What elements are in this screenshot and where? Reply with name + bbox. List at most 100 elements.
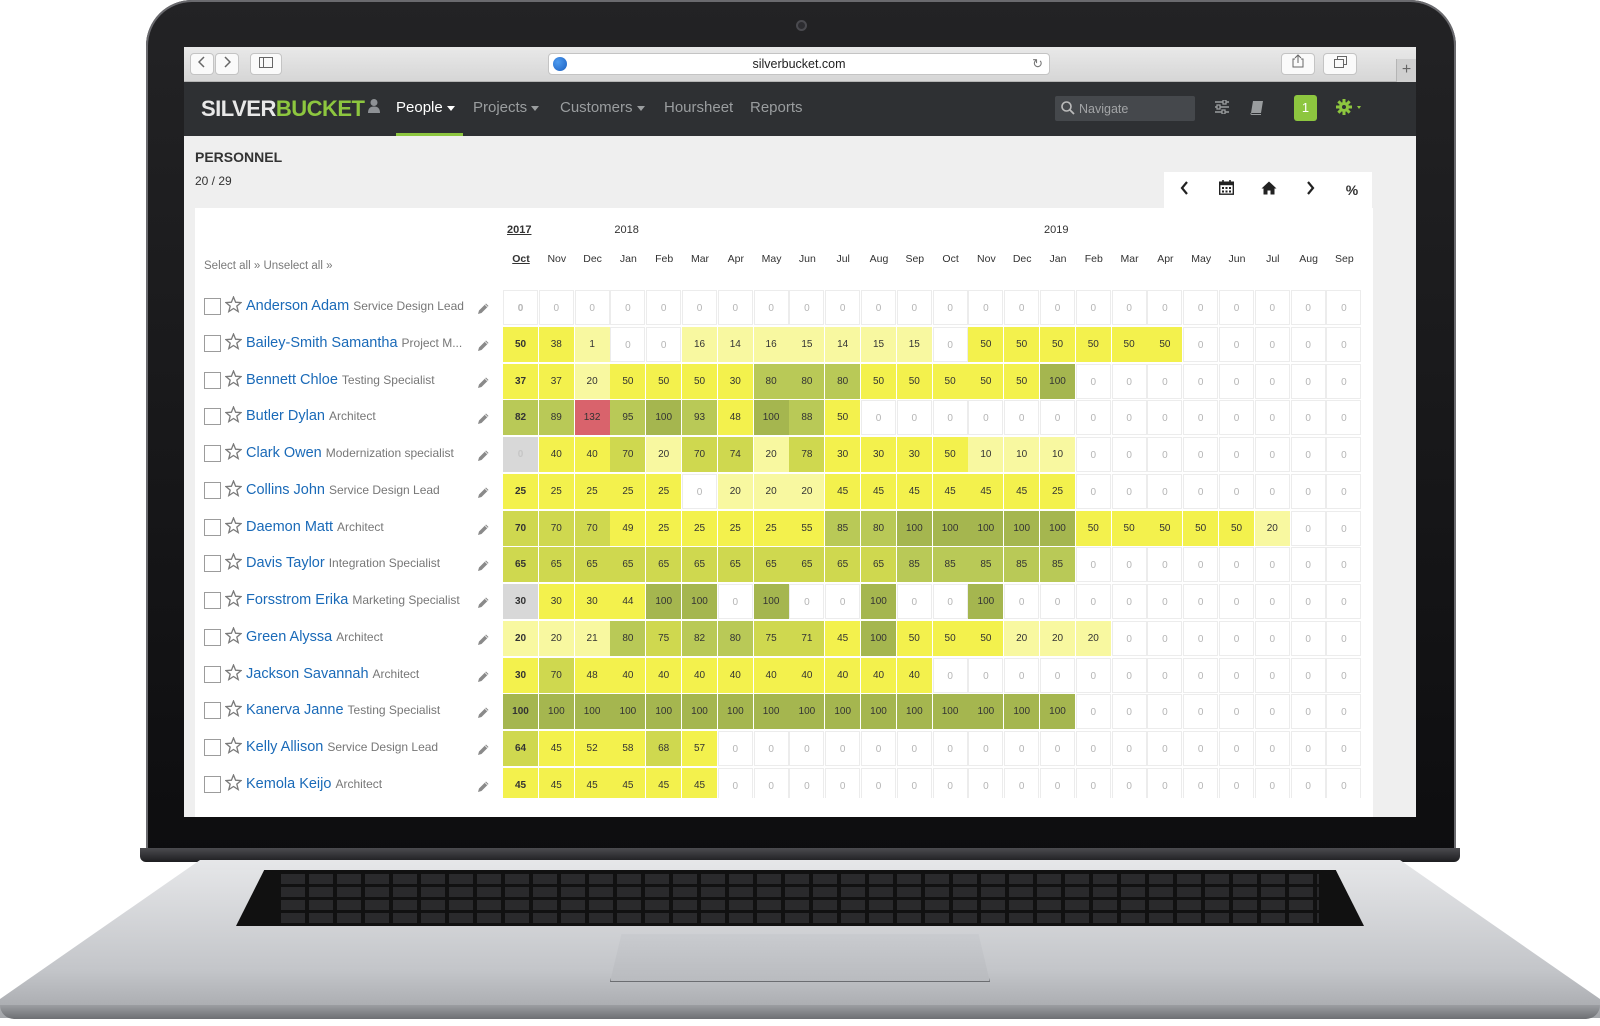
allocation-cell[interactable]: 20 <box>503 620 538 656</box>
person-name-link[interactable]: Daemon Matt <box>246 518 334 535</box>
edit-pencil-icon[interactable] <box>477 596 490 614</box>
allocation-cell[interactable]: 95 <box>610 400 646 436</box>
allocation-cell[interactable]: 65 <box>717 547 753 583</box>
allocation-cell[interactable]: 45 <box>574 767 610 803</box>
allocation-cell[interactable]: 0 <box>1326 473 1362 509</box>
allocation-cell[interactable]: 0 <box>861 731 896 766</box>
allocation-cell[interactable]: 100 <box>861 620 896 656</box>
allocation-cell[interactable]: 50 <box>968 363 1004 399</box>
allocation-cell[interactable]: 0 <box>1147 473 1183 509</box>
allocation-cell[interactable]: 50 <box>1147 326 1183 362</box>
allocation-cell[interactable]: 0 <box>1183 400 1219 436</box>
allocation-cell[interactable]: 0 <box>1254 400 1290 436</box>
allocation-cell[interactable]: 0 <box>1004 584 1040 619</box>
allocation-cell[interactable]: 0 <box>1290 510 1326 546</box>
allocation-cell[interactable]: 0 <box>1183 326 1219 362</box>
allocation-cell[interactable]: 0 <box>1147 363 1183 399</box>
allocation-cell[interactable]: 68 <box>646 731 682 766</box>
allocation-cell[interactable]: 50 <box>646 363 682 399</box>
allocation-cell[interactable]: 0 <box>932 584 968 619</box>
allocation-cell[interactable]: 50 <box>1075 326 1111 362</box>
allocation-cell[interactable]: 15 <box>896 326 932 362</box>
allocation-cell[interactable]: 0 <box>1219 584 1254 619</box>
allocation-cell[interactable]: 0 <box>1290 326 1326 362</box>
row-checkbox[interactable] <box>204 298 221 315</box>
allocation-cell[interactable]: 0 <box>1254 547 1290 583</box>
allocation-cell[interactable]: 85 <box>825 510 861 546</box>
allocation-cell[interactable]: 0 <box>1040 290 1075 325</box>
allocation-cell[interactable]: 65 <box>789 547 825 583</box>
allocation-cell[interactable]: 100 <box>1040 694 1075 730</box>
silverbucket-logo[interactable]: SILVERBUCKET <box>201 96 365 122</box>
allocation-cell[interactable]: 0 <box>1219 657 1254 693</box>
edit-pencil-icon[interactable] <box>477 706 490 724</box>
allocation-cell[interactable]: 40 <box>861 657 896 693</box>
star-icon[interactable] <box>224 773 243 796</box>
allocation-cell[interactable]: 57 <box>682 731 717 766</box>
share-button[interactable] <box>1281 53 1315 75</box>
allocation-cell[interactable]: 0 <box>896 400 932 436</box>
allocation-cell[interactable]: 25 <box>538 473 574 509</box>
allocation-cell[interactable]: 100 <box>646 584 682 619</box>
allocation-cell[interactable]: 0 <box>1075 437 1111 472</box>
edit-pencil-icon[interactable] <box>477 449 490 467</box>
allocation-cell[interactable]: 0 <box>1147 547 1183 583</box>
allocation-cell[interactable]: 40 <box>896 657 932 693</box>
person-name-link[interactable]: Bennett Chloe <box>246 371 338 388</box>
allocation-cell[interactable]: 20 <box>1004 620 1040 656</box>
allocation-cell[interactable]: 100 <box>538 694 574 730</box>
allocation-cell[interactable]: 40 <box>717 657 753 693</box>
edit-pencil-icon[interactable] <box>477 486 490 504</box>
edit-pencil-icon[interactable] <box>477 633 490 651</box>
allocation-cell[interactable]: 0 <box>1040 584 1075 619</box>
allocation-cell[interactable]: 100 <box>610 694 646 730</box>
allocation-cell[interactable]: 0 <box>1326 657 1362 693</box>
back-button[interactable] <box>190 53 214 75</box>
allocation-cell[interactable]: 50 <box>932 363 968 399</box>
allocation-cell[interactable]: 20 <box>538 620 574 656</box>
allocation-cell[interactable]: 65 <box>861 547 896 583</box>
allocation-cell[interactable]: 100 <box>896 510 932 546</box>
allocation-cell[interactable]: 0 <box>1326 437 1362 472</box>
allocation-cell[interactable]: 0 <box>1111 473 1147 509</box>
allocation-cell[interactable]: 82 <box>682 620 717 656</box>
allocation-cell[interactable]: 100 <box>861 694 896 730</box>
allocation-cell[interactable]: 1 <box>574 326 610 362</box>
allocation-cell[interactable]: 65 <box>503 547 538 583</box>
allocation-cell[interactable]: 70 <box>503 510 538 546</box>
allocation-cell[interactable]: 10 <box>1004 437 1040 472</box>
allocation-cell[interactable]: 0 <box>1326 290 1362 325</box>
nav-projects[interactable]: Projects <box>473 99 540 116</box>
url-bar[interactable]: silverbucket.com ↻ <box>548 53 1050 75</box>
allocation-cell[interactable]: 37 <box>503 363 538 399</box>
allocation-cell[interactable]: 0 <box>1326 547 1362 583</box>
allocation-cell[interactable]: 45 <box>646 767 682 803</box>
allocation-cell[interactable]: 0 <box>1004 731 1040 766</box>
allocation-cell[interactable]: 30 <box>717 363 753 399</box>
allocation-cell[interactable]: 44 <box>610 584 646 619</box>
allocation-cell[interactable]: 65 <box>574 547 610 583</box>
allocation-cell[interactable]: 48 <box>717 400 753 436</box>
allocation-cell[interactable]: 0 <box>1219 473 1254 509</box>
allocation-cell[interactable]: 14 <box>717 326 753 362</box>
allocation-cell[interactable]: 45 <box>932 473 968 509</box>
allocation-cell[interactable]: 45 <box>825 473 861 509</box>
allocation-cell[interactable]: 0 <box>1075 657 1111 693</box>
allocation-cell[interactable]: 0 <box>1183 547 1219 583</box>
allocation-cell[interactable]: 30 <box>896 437 932 472</box>
allocation-cell[interactable]: 20 <box>1040 620 1075 656</box>
new-tab-button[interactable]: + <box>1396 59 1416 82</box>
allocation-cell[interactable]: 0 <box>1111 363 1147 399</box>
allocation-cell[interactable]: 100 <box>896 694 932 730</box>
allocation-cell[interactable]: 0 <box>932 657 968 693</box>
star-icon[interactable] <box>224 662 243 686</box>
allocation-cell[interactable]: 10 <box>1040 437 1075 472</box>
allocation-cell[interactable]: 0 <box>753 731 789 766</box>
allocation-cell[interactable]: 50 <box>1111 326 1147 362</box>
allocation-cell[interactable]: 0 <box>1254 437 1290 472</box>
allocation-cell[interactable]: 0 <box>1111 694 1147 730</box>
gear-icon[interactable] <box>1336 98 1364 116</box>
allocation-cell[interactable]: 45 <box>825 620 861 656</box>
allocation-cell[interactable]: 0 <box>1290 731 1326 766</box>
allocation-cell[interactable]: 50 <box>861 363 896 399</box>
